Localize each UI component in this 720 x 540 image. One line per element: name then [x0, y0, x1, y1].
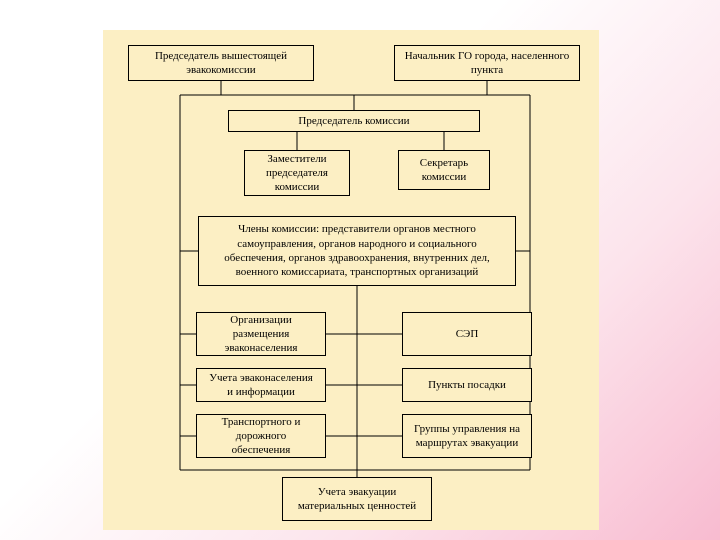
node-l3: Транспортного и дорожного обеспечения: [196, 414, 326, 458]
node-label: Председатель комиссии: [298, 114, 409, 128]
node-r2: Пункты посадки: [402, 368, 532, 402]
node-l2: Учета эваконаселения и информации: [196, 368, 326, 402]
node-deputy: Заместители председателя комиссии: [244, 150, 350, 196]
node-chairman: Председатель комиссии: [228, 110, 480, 132]
node-label: Группы управления на маршрутах эвакуации: [411, 422, 523, 451]
node-bottom: Учета эвакуации материальных ценностей: [282, 477, 432, 521]
node-r3: Группы управления на маршрутах эвакуации: [402, 414, 532, 458]
node-secretary: Секретарь комиссии: [398, 150, 490, 190]
node-label: Начальник ГО города, населенного пункта: [403, 49, 571, 78]
node-top-left: Председатель вышестоящей эвакокомиссии: [128, 45, 314, 81]
node-top-right: Начальник ГО города, населенного пункта: [394, 45, 580, 81]
node-label: Заместители председателя комиссии: [253, 152, 341, 195]
node-r1: СЭП: [402, 312, 532, 356]
node-l1: Организации размещения эваконаселения: [196, 312, 326, 356]
node-label: Председатель вышестоящей эвакокомиссии: [137, 49, 305, 78]
node-label: Пункты посадки: [428, 378, 506, 392]
node-label: Организации размещения эваконаселения: [205, 313, 317, 356]
node-label: СЭП: [456, 327, 479, 341]
node-label: Учета эвакуации материальных ценностей: [291, 485, 423, 514]
node-members: Члены комиссии: представители органов ме…: [198, 216, 516, 286]
node-label: Транспортного и дорожного обеспечения: [205, 415, 317, 458]
node-label: Секретарь комиссии: [407, 156, 481, 185]
node-label: Члены комиссии: представители органов ме…: [207, 222, 507, 279]
node-label: Учета эваконаселения и информации: [205, 371, 317, 400]
